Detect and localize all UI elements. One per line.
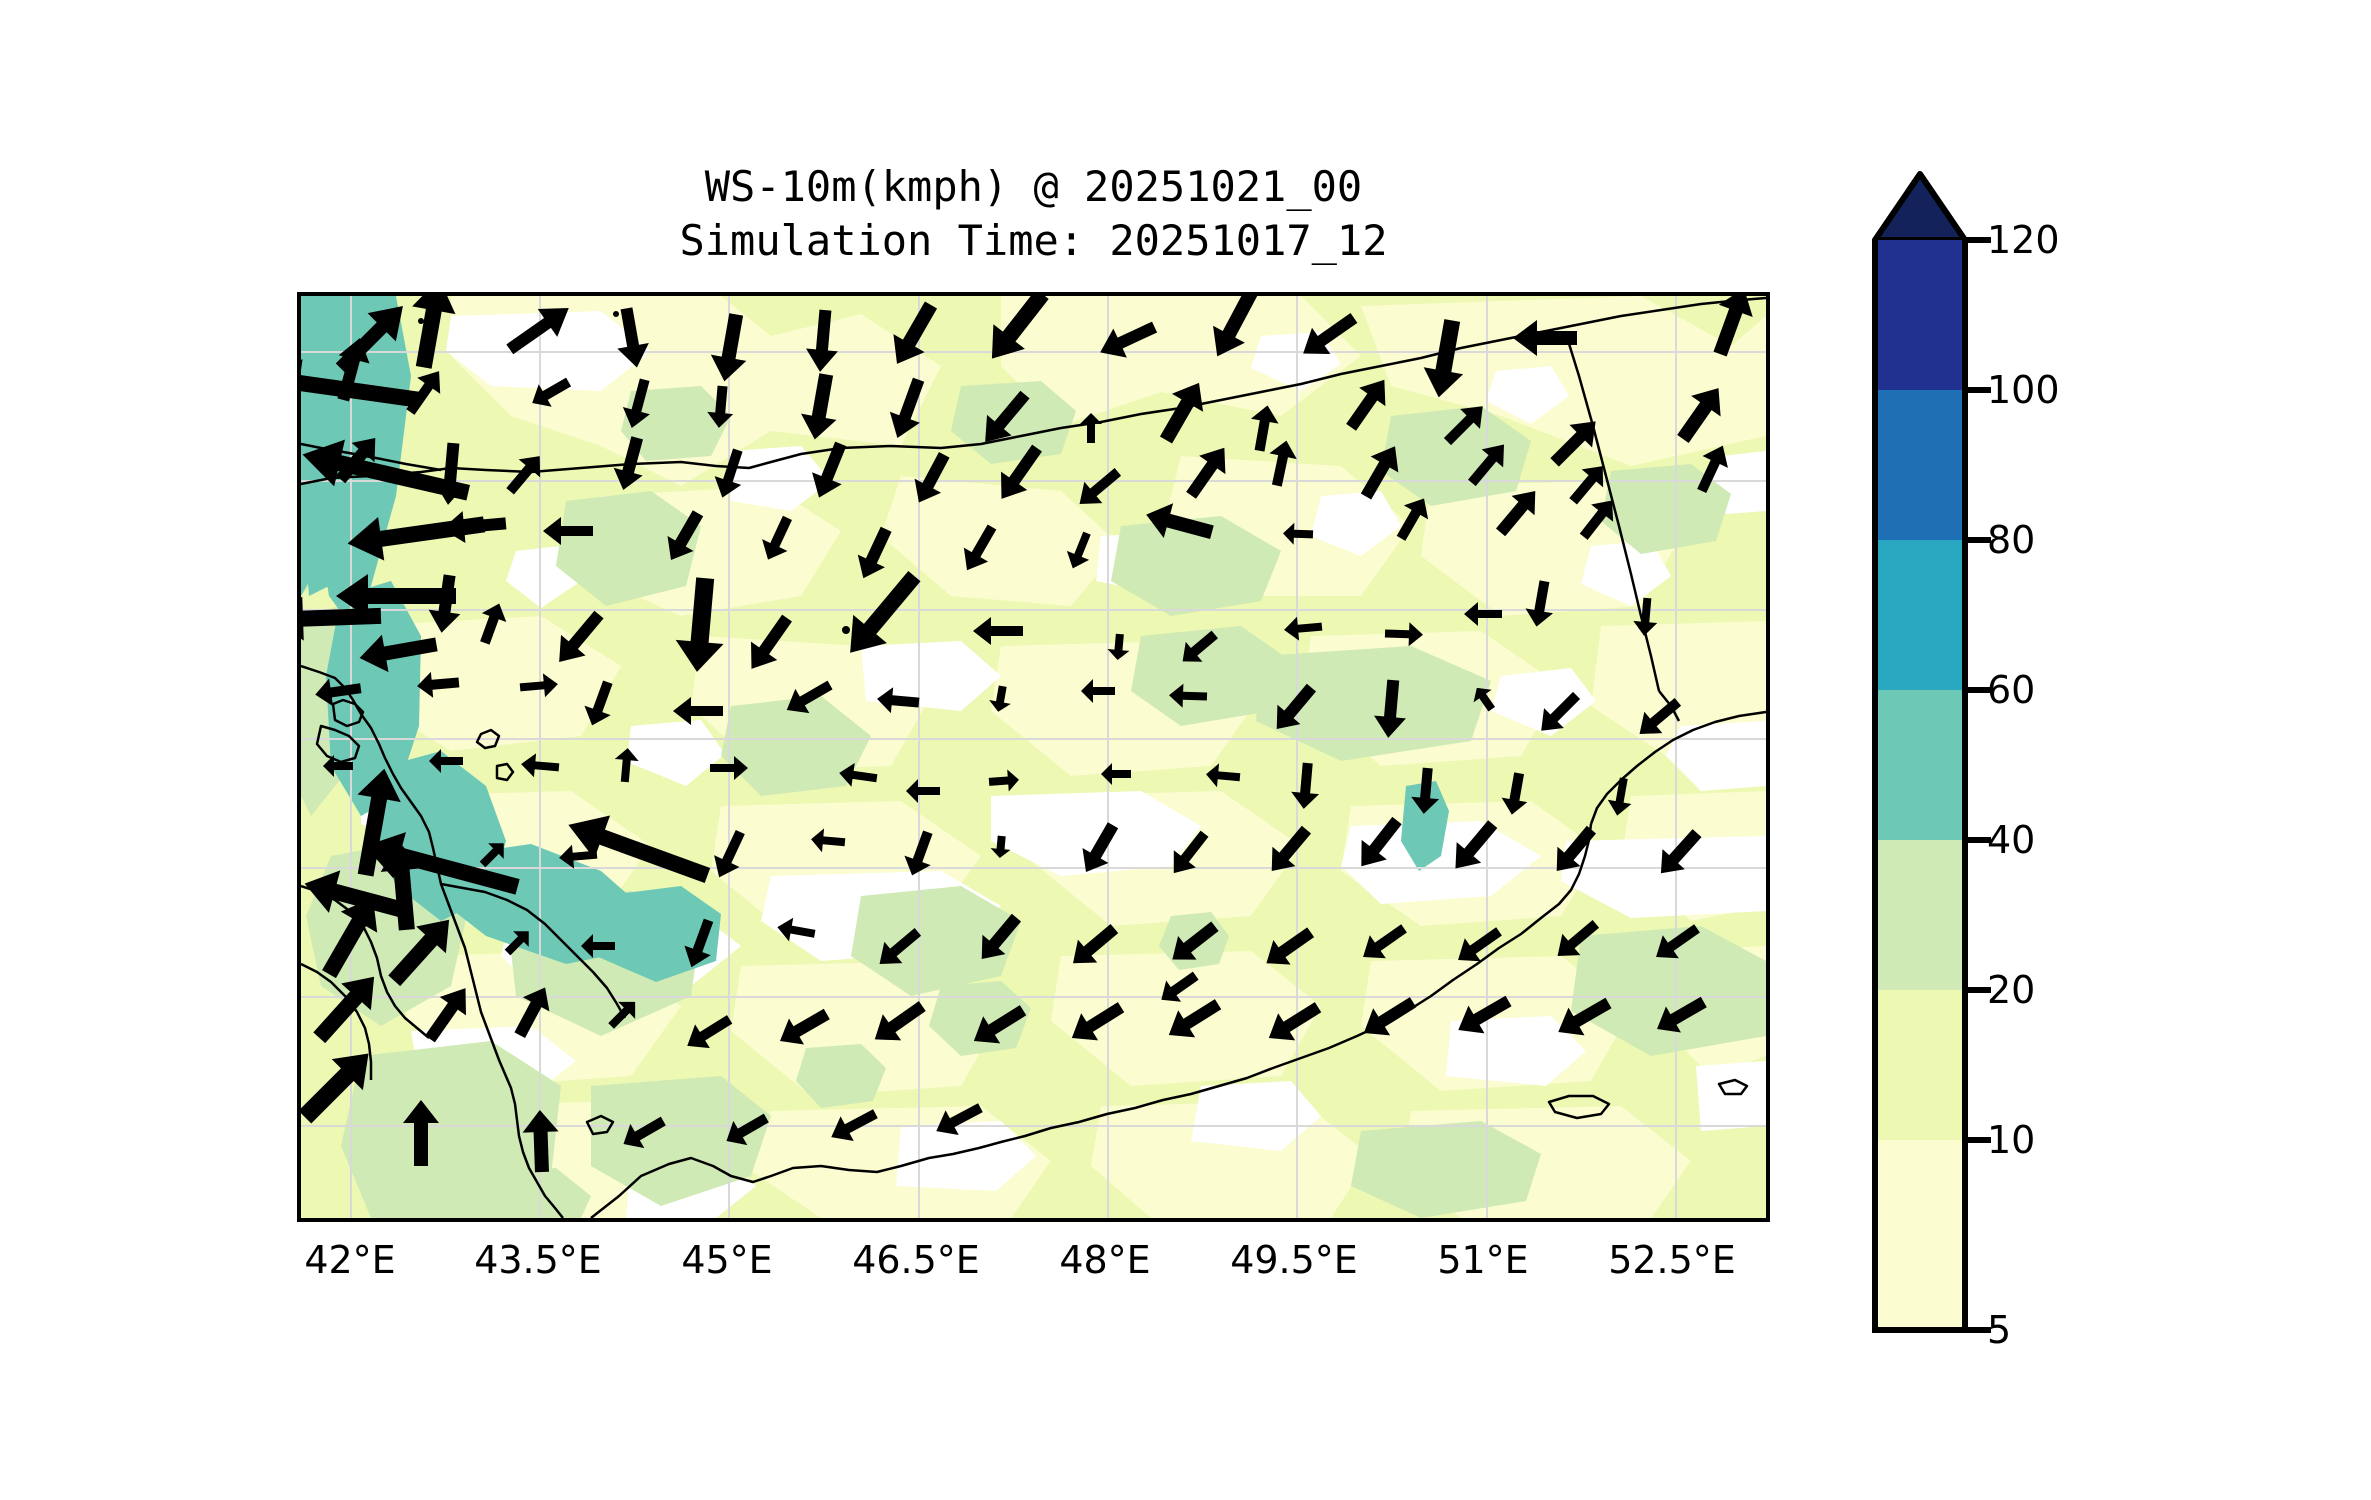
- colorbar-tick-label: 100: [1987, 368, 2060, 412]
- colorbar-tick-label: 80: [1987, 518, 2036, 562]
- figure-title: WS-10m(kmph) @ 20251021_00 Simulation Ti…: [297, 160, 1770, 268]
- xtick-label: 46.5°E: [852, 1238, 980, 1282]
- colorbar-outline: [1872, 240, 1968, 1333]
- title-line-2: Simulation Time: 20251017_12: [679, 216, 1388, 265]
- colorbar-tick-label: 40: [1987, 818, 2036, 862]
- station-point-markers: [418, 311, 850, 634]
- xtick-label: 42°E: [304, 1238, 396, 1282]
- colorbar-band-80-100: [1875, 390, 1965, 540]
- colorbar-band-10-20: [1875, 990, 1965, 1140]
- colorbar-svg: [1872, 171, 1991, 1333]
- xtick-label: 51°E: [1437, 1238, 1529, 1282]
- map-axes: [297, 292, 1770, 1222]
- xtick-label: 49.5°E: [1230, 1238, 1358, 1282]
- colorbar-band-60-80: [1875, 540, 1965, 690]
- colorbar-band-20-40: [1875, 840, 1965, 990]
- colorbar-band-5-10: [1875, 1140, 1965, 1330]
- xtick-label: 45°E: [681, 1238, 773, 1282]
- xtick-label: 52.5°E: [1608, 1238, 1736, 1282]
- map-svg: [301, 296, 1766, 1218]
- map-canvas: [301, 296, 1766, 1218]
- colorbar-tick-label: 60: [1987, 668, 2036, 712]
- xtick-label: 48°E: [1059, 1238, 1151, 1282]
- title-line-1: WS-10m(kmph) @ 20251021_00: [704, 162, 1363, 211]
- wind-vector-arrows: [301, 296, 1753, 1173]
- colorbar-tick-label: 5: [1987, 1308, 2012, 1352]
- colorbar: 120 100 80 60 40 20 10 5: [1865, 170, 2185, 1352]
- colorbar-tick-label: 10: [1987, 1118, 2036, 1162]
- colorbar-ticks: [1965, 237, 1991, 1333]
- xtick-label: 43.5°E: [474, 1238, 602, 1282]
- colorbar-extend-max: [1872, 171, 1968, 243]
- colorbar-band-40-60: [1875, 690, 1965, 840]
- colorbar-tick-label: 20: [1987, 968, 2036, 1012]
- colorbar-tick-label: 120: [1987, 218, 2060, 262]
- colorbar-band-100-120: [1875, 240, 1965, 390]
